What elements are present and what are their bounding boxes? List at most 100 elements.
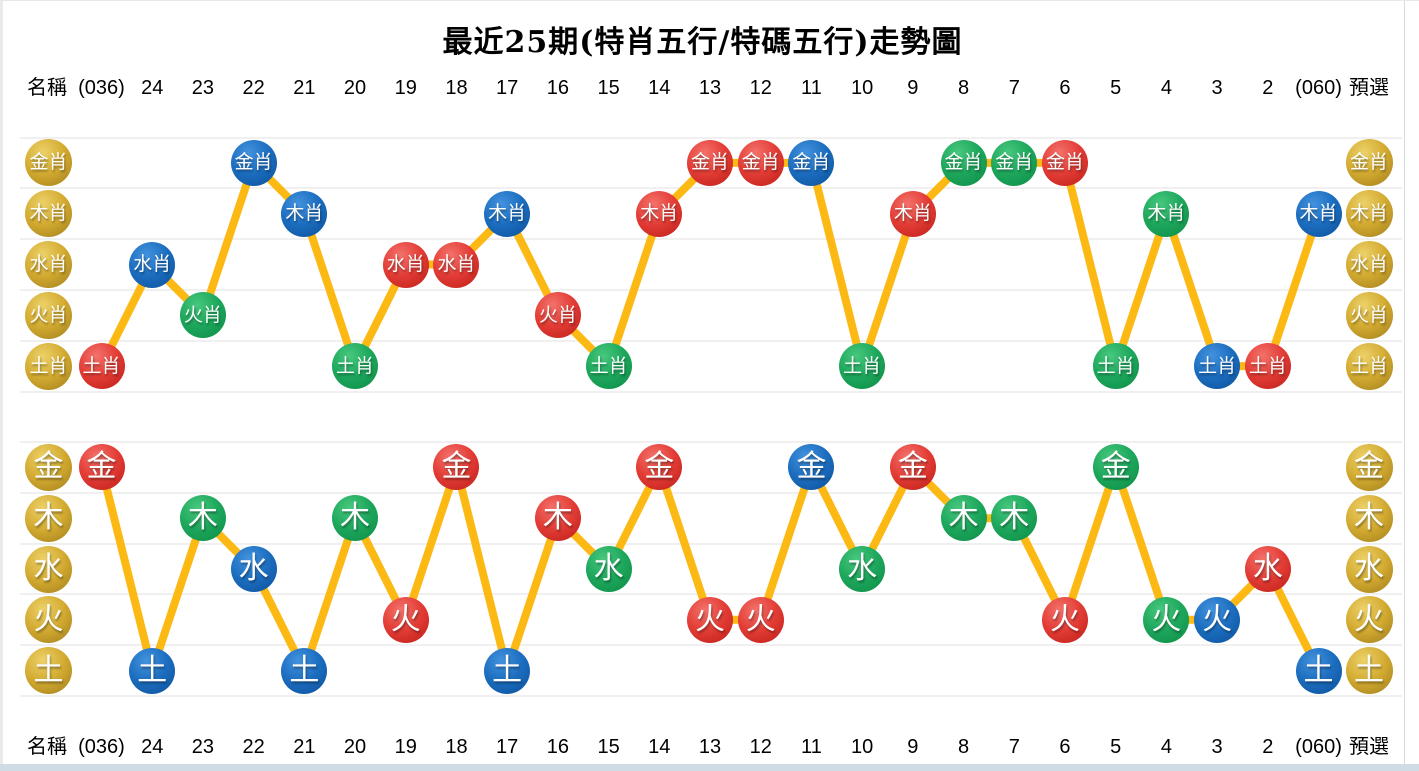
period-label: 8	[958, 736, 970, 758]
right-border	[1404, 1, 1405, 764]
chart-point: 金肖	[788, 139, 835, 186]
chart-point: 木	[940, 495, 987, 542]
chart-point: 木肖	[889, 190, 936, 237]
period-label: (036)	[78, 77, 125, 99]
period-label: 23	[191, 77, 215, 99]
row-label-left: 水肖	[25, 241, 72, 288]
chart-point: 木肖	[1295, 190, 1342, 237]
period-label: 9	[907, 77, 919, 99]
period-label: 12	[749, 736, 772, 758]
row-label-left: 火	[25, 596, 72, 644]
chart-point: 水	[585, 546, 632, 592]
gridline	[20, 542, 1402, 545]
row-label-right: 土	[1345, 647, 1393, 695]
gridline	[20, 644, 1402, 647]
row-label-left: 金肖	[25, 139, 72, 187]
row-label-right: 火肖	[1345, 291, 1393, 339]
chart-point: 金	[636, 444, 683, 491]
row-label-right: 水	[1345, 545, 1393, 593]
period-label: (060)	[1295, 736, 1342, 758]
chart-point: 土肖	[585, 343, 632, 390]
chart-point: 金	[788, 444, 835, 491]
period-label: 20	[343, 736, 367, 758]
chart-point: 金肖	[737, 139, 784, 186]
period-label: 23	[191, 736, 215, 758]
chart-point: 木	[991, 495, 1038, 542]
period-label: 7	[1008, 736, 1020, 758]
period-label: 11	[801, 77, 822, 99]
row-label-right: 木肖	[1345, 190, 1393, 238]
row-label-left: 水	[25, 545, 72, 593]
period-label: 14	[648, 77, 671, 99]
period-label: 13	[698, 736, 722, 758]
gridline	[20, 238, 1402, 241]
chart-point: 火	[1143, 596, 1190, 643]
period-label: 2	[1262, 77, 1274, 99]
period-label: 22	[242, 736, 265, 758]
chart-point: 水肖	[382, 241, 429, 288]
period-label: 15	[597, 736, 620, 758]
chart-point: 土	[1295, 647, 1342, 694]
period-label: (036)	[78, 736, 125, 758]
chart-point: 火肖	[179, 292, 226, 339]
row-label-left: 木肖	[25, 190, 72, 238]
period-label: 24	[141, 77, 164, 99]
chart-point: 木	[179, 495, 226, 542]
chart-point: 金	[78, 444, 125, 491]
period-label: 12	[749, 77, 772, 99]
chart-point: 火	[1194, 596, 1241, 643]
chart-point: 土肖	[1244, 343, 1291, 390]
chart-point: 火	[687, 596, 734, 643]
period-label: (060)	[1295, 77, 1342, 99]
row-label-left: 火肖	[25, 291, 72, 339]
row-label-left: 土	[25, 647, 72, 695]
gridline	[20, 390, 1402, 393]
row-label-right: 火	[1345, 596, 1393, 644]
horizontal-scrollbar[interactable]	[0, 764, 1419, 771]
period-label: 3	[1211, 77, 1223, 99]
chart-point: 土肖	[1194, 343, 1241, 390]
chart-point: 金肖	[1041, 139, 1088, 186]
gridline	[20, 136, 1402, 139]
period-label: 3	[1211, 736, 1223, 758]
row-label-right: 木	[1345, 494, 1393, 542]
chart-point: 木	[332, 495, 379, 542]
period-label: 15	[597, 77, 620, 99]
chart-point: 木肖	[281, 190, 328, 237]
period-label: 7	[1008, 77, 1020, 99]
chart-point: 火	[382, 596, 429, 643]
chart-point: 土	[129, 647, 176, 694]
gridline	[20, 491, 1402, 494]
period-label: 16	[546, 736, 569, 758]
chart-point: 火	[737, 596, 784, 643]
period-label: 18	[445, 77, 468, 99]
period-label: 4	[1160, 736, 1172, 758]
period-label: 17	[496, 77, 519, 99]
left-border	[0, 1, 3, 771]
period-label: 21	[293, 736, 316, 758]
chart-point: 水肖	[433, 241, 480, 288]
row-label-left: 土肖	[25, 342, 72, 390]
period-label: 24	[141, 736, 164, 758]
period-label: 13	[698, 77, 722, 99]
chart-point: 火肖	[534, 292, 581, 339]
chart-point: 金肖	[940, 139, 987, 186]
chart-point: 土	[484, 647, 531, 694]
chart-point: 金	[433, 444, 480, 491]
period-label: 8	[958, 77, 970, 99]
row-label-right: 水肖	[1345, 241, 1393, 288]
period-label: 20	[343, 77, 367, 99]
page-title: 最近25期(特肖五行/特碼五行)走勢圖	[442, 25, 963, 60]
chart-point: 金	[1092, 444, 1139, 491]
chart-point: 木肖	[1143, 190, 1190, 237]
row-label-right: 金肖	[1345, 139, 1393, 187]
gridline	[20, 339, 1402, 342]
chart-point: 金肖	[230, 139, 277, 186]
row-label-left: 金	[25, 443, 72, 491]
gridline	[20, 288, 1402, 291]
chart-point: 水肖	[129, 241, 176, 288]
